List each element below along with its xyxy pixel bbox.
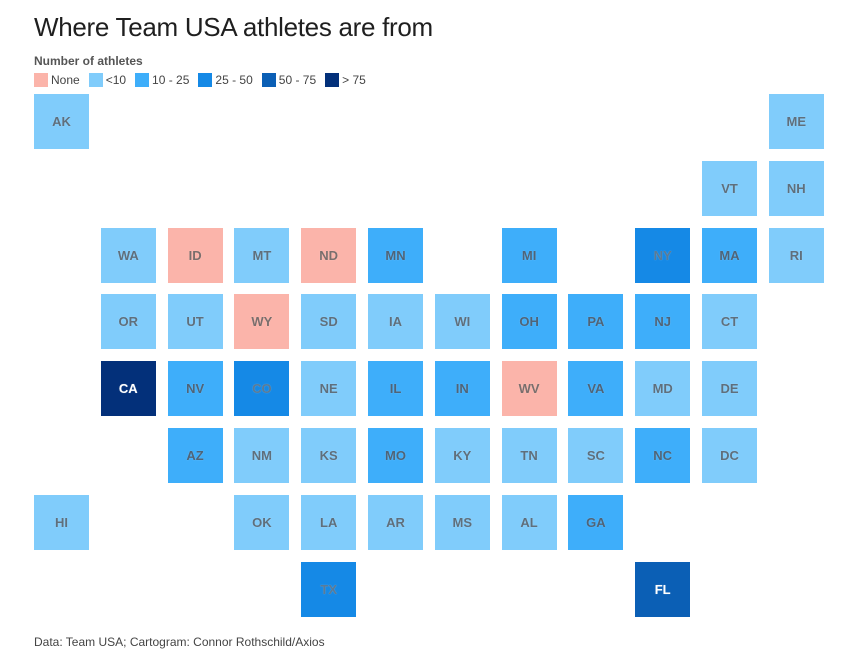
state-tile-nc: NC — [635, 428, 691, 483]
state-tile-ia: IA — [368, 294, 423, 350]
legend-label-gt75: > 75 — [342, 73, 366, 87]
legend-swatch-25-50 — [198, 73, 213, 87]
legend-item-10-25: 10 - 25 — [135, 73, 189, 87]
legend-label-none: None — [51, 73, 80, 87]
state-tile-wa: WA — [100, 227, 156, 283]
state-tile-co: CO — [234, 361, 290, 417]
legend-label-50-75: 50 - 75 — [278, 73, 317, 87]
state-tile-wy: WY — [234, 294, 290, 350]
state-tile-vt: VT — [702, 160, 757, 216]
state-tile-wv: WV — [501, 361, 557, 417]
state-tile-ri: RI — [768, 227, 824, 283]
state-tile-ct: CT — [702, 294, 757, 350]
state-tile-ne: NE — [301, 361, 357, 417]
state-tile-ny: NY — [635, 227, 691, 283]
state-tile-tn: TN — [501, 428, 557, 483]
state-tile-oh: OH — [501, 294, 557, 350]
legend-item-none: None — [34, 73, 80, 87]
state-tile-mn: MN — [368, 227, 423, 283]
state-tile-de: DE — [702, 361, 757, 417]
state-tile-va: VA — [568, 361, 624, 417]
state-tile-ok: OK — [234, 494, 290, 550]
state-tile-hi: HI — [34, 494, 89, 550]
chart-title: Where Team USA athletes are from — [34, 12, 433, 42]
legend: None <10 10 - 25 25 - 50 50 - 75 > 75 — [34, 73, 375, 87]
state-tile-mt: MT — [234, 227, 290, 283]
legend-label-25-50: 25 - 50 — [215, 73, 253, 87]
state-tile-tx: TX — [301, 561, 357, 617]
legend-item-lt10: <10 — [88, 73, 127, 87]
legend-item-gt75: > 75 — [325, 73, 366, 87]
state-tile-nj: NJ — [635, 294, 691, 350]
state-tile-la: LA — [301, 494, 357, 550]
state-tile-nh: NH — [768, 160, 824, 216]
legend-label-lt10: <10 — [105, 73, 127, 87]
source-note: Data: Team USA; Cartogram: Connor Rothsc… — [34, 635, 325, 649]
state-tile-ks: KS — [301, 428, 357, 483]
state-tile-wi: WI — [434, 294, 490, 350]
state-tile-ky: KY — [434, 428, 490, 483]
state-tile-il: IL — [368, 361, 423, 417]
state-tile-or: OR — [100, 294, 156, 350]
state-tile-nm: NM — [234, 428, 290, 483]
legend-swatch-50-75 — [261, 73, 276, 87]
legend-title: Number of athletes — [34, 54, 143, 68]
state-tile-pa: PA — [568, 294, 624, 350]
legend-label-10-25: 10 - 25 — [152, 73, 190, 87]
state-tile-mi: MI — [501, 227, 557, 283]
state-tile-ut: UT — [167, 294, 223, 350]
state-tile-mo: MO — [368, 428, 423, 483]
state-tile-ak: AK — [34, 94, 89, 149]
state-tile-id: ID — [167, 227, 223, 283]
state-tile-nd: ND — [301, 227, 357, 283]
state-tile-nv: NV — [167, 361, 223, 417]
legend-swatch-lt10 — [88, 73, 103, 87]
legend-swatch-10-25 — [135, 73, 150, 87]
state-tile-in: IN — [434, 361, 490, 417]
state-tile-sd: SD — [301, 294, 357, 350]
state-tile-md: MD — [635, 361, 691, 417]
legend-item-50-75: 50 - 75 — [261, 73, 317, 87]
state-tile-sc: SC — [568, 428, 624, 483]
state-tile-ar: AR — [368, 494, 423, 550]
state-tile-ma: MA — [702, 227, 757, 283]
state-tile-me: ME — [768, 94, 824, 149]
state-tile-ms: MS — [434, 494, 490, 550]
state-tile-al: AL — [501, 494, 557, 550]
legend-swatch-none — [34, 73, 48, 87]
state-tile-ca: CA — [100, 361, 156, 417]
state-tile-az: AZ — [167, 428, 223, 483]
legend-swatch-gt75 — [325, 73, 340, 87]
legend-item-25-50: 25 - 50 — [198, 73, 253, 87]
state-tile-fl: FL — [635, 561, 691, 617]
state-tile-ga: GA — [568, 494, 624, 550]
state-tile-dc: DC — [702, 428, 757, 483]
